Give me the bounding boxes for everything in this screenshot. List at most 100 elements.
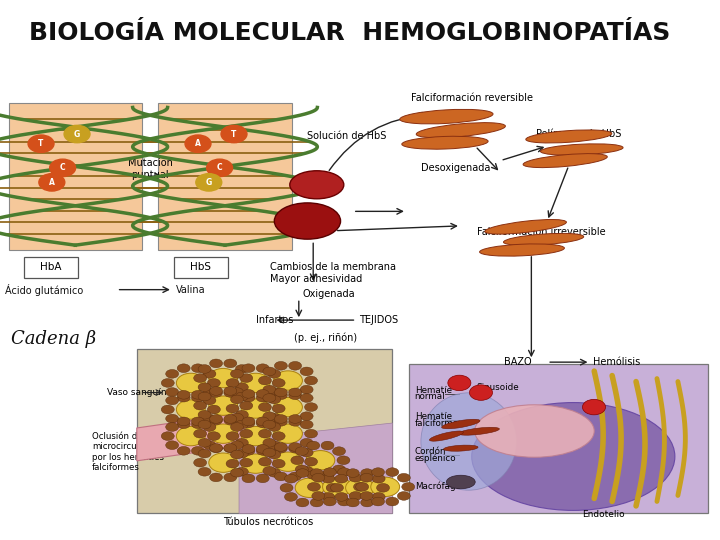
- Circle shape: [203, 441, 216, 449]
- Circle shape: [226, 379, 239, 387]
- Circle shape: [263, 448, 276, 457]
- Circle shape: [198, 449, 211, 458]
- Circle shape: [203, 396, 216, 405]
- Text: A: A: [195, 139, 201, 148]
- Ellipse shape: [472, 402, 675, 510]
- Ellipse shape: [444, 445, 478, 451]
- Circle shape: [209, 453, 238, 472]
- Circle shape: [242, 419, 255, 428]
- Circle shape: [289, 472, 302, 481]
- Circle shape: [312, 474, 325, 482]
- Circle shape: [198, 410, 211, 419]
- Circle shape: [310, 469, 323, 477]
- Circle shape: [289, 443, 302, 451]
- Circle shape: [235, 364, 248, 373]
- Text: Endotelio: Endotelio: [582, 510, 624, 519]
- Circle shape: [230, 413, 243, 422]
- Circle shape: [289, 417, 302, 426]
- Circle shape: [198, 420, 211, 429]
- Circle shape: [296, 469, 309, 477]
- FancyBboxPatch shape: [174, 257, 228, 278]
- Ellipse shape: [480, 244, 564, 256]
- Circle shape: [242, 393, 255, 402]
- Circle shape: [335, 492, 348, 501]
- Circle shape: [360, 491, 373, 500]
- Circle shape: [192, 417, 204, 426]
- Circle shape: [300, 438, 313, 447]
- Text: Macrófago: Macrófago: [415, 481, 461, 491]
- Circle shape: [268, 395, 281, 404]
- Circle shape: [166, 388, 179, 396]
- Text: HbA: HbA: [40, 262, 62, 272]
- Circle shape: [300, 467, 313, 475]
- Circle shape: [177, 364, 190, 373]
- Circle shape: [207, 159, 233, 177]
- Circle shape: [349, 491, 362, 500]
- Circle shape: [241, 373, 270, 393]
- Circle shape: [224, 415, 237, 423]
- Circle shape: [321, 471, 334, 480]
- Circle shape: [194, 374, 207, 382]
- Circle shape: [274, 371, 302, 390]
- Circle shape: [256, 389, 269, 398]
- Circle shape: [372, 497, 384, 506]
- Text: Cadena β: Cadena β: [11, 330, 96, 348]
- Circle shape: [274, 452, 302, 471]
- Circle shape: [274, 417, 287, 426]
- Circle shape: [230, 388, 243, 396]
- Circle shape: [300, 448, 313, 457]
- Circle shape: [210, 359, 222, 368]
- Text: normal: normal: [415, 393, 446, 401]
- Circle shape: [268, 441, 281, 449]
- Ellipse shape: [458, 427, 500, 435]
- Circle shape: [224, 387, 237, 395]
- Circle shape: [230, 395, 243, 404]
- Circle shape: [335, 474, 348, 483]
- Circle shape: [224, 473, 237, 482]
- Circle shape: [192, 390, 204, 399]
- Circle shape: [230, 468, 243, 477]
- Ellipse shape: [485, 220, 567, 234]
- Circle shape: [226, 404, 239, 413]
- Circle shape: [360, 474, 373, 482]
- Text: T: T: [38, 139, 44, 148]
- Circle shape: [397, 491, 410, 500]
- Circle shape: [166, 396, 179, 405]
- Circle shape: [50, 159, 76, 177]
- Circle shape: [397, 474, 410, 482]
- Circle shape: [198, 392, 211, 401]
- Ellipse shape: [526, 130, 612, 143]
- Circle shape: [272, 404, 285, 413]
- Circle shape: [268, 369, 281, 378]
- Circle shape: [210, 444, 222, 453]
- Circle shape: [402, 482, 415, 491]
- Circle shape: [185, 135, 211, 152]
- Circle shape: [354, 482, 366, 491]
- Circle shape: [274, 415, 287, 423]
- Circle shape: [268, 423, 281, 431]
- Text: Solución de HbS: Solución de HbS: [307, 131, 387, 141]
- Circle shape: [349, 474, 362, 482]
- Circle shape: [322, 474, 335, 483]
- Circle shape: [377, 483, 390, 492]
- Circle shape: [240, 429, 253, 438]
- Circle shape: [338, 468, 351, 476]
- Circle shape: [448, 375, 471, 390]
- Circle shape: [305, 376, 318, 385]
- Text: Hematíe: Hematíe: [415, 412, 451, 421]
- Circle shape: [469, 385, 492, 400]
- Circle shape: [386, 468, 399, 476]
- Circle shape: [258, 376, 271, 385]
- Circle shape: [240, 374, 253, 382]
- Ellipse shape: [274, 203, 341, 239]
- Circle shape: [235, 392, 248, 401]
- Circle shape: [207, 405, 220, 414]
- Circle shape: [295, 465, 308, 474]
- Circle shape: [166, 414, 179, 423]
- Circle shape: [323, 468, 336, 476]
- Circle shape: [230, 441, 243, 449]
- Circle shape: [263, 367, 276, 376]
- Text: esplénico: esplénico: [415, 454, 456, 463]
- Circle shape: [274, 443, 287, 451]
- Circle shape: [272, 379, 285, 387]
